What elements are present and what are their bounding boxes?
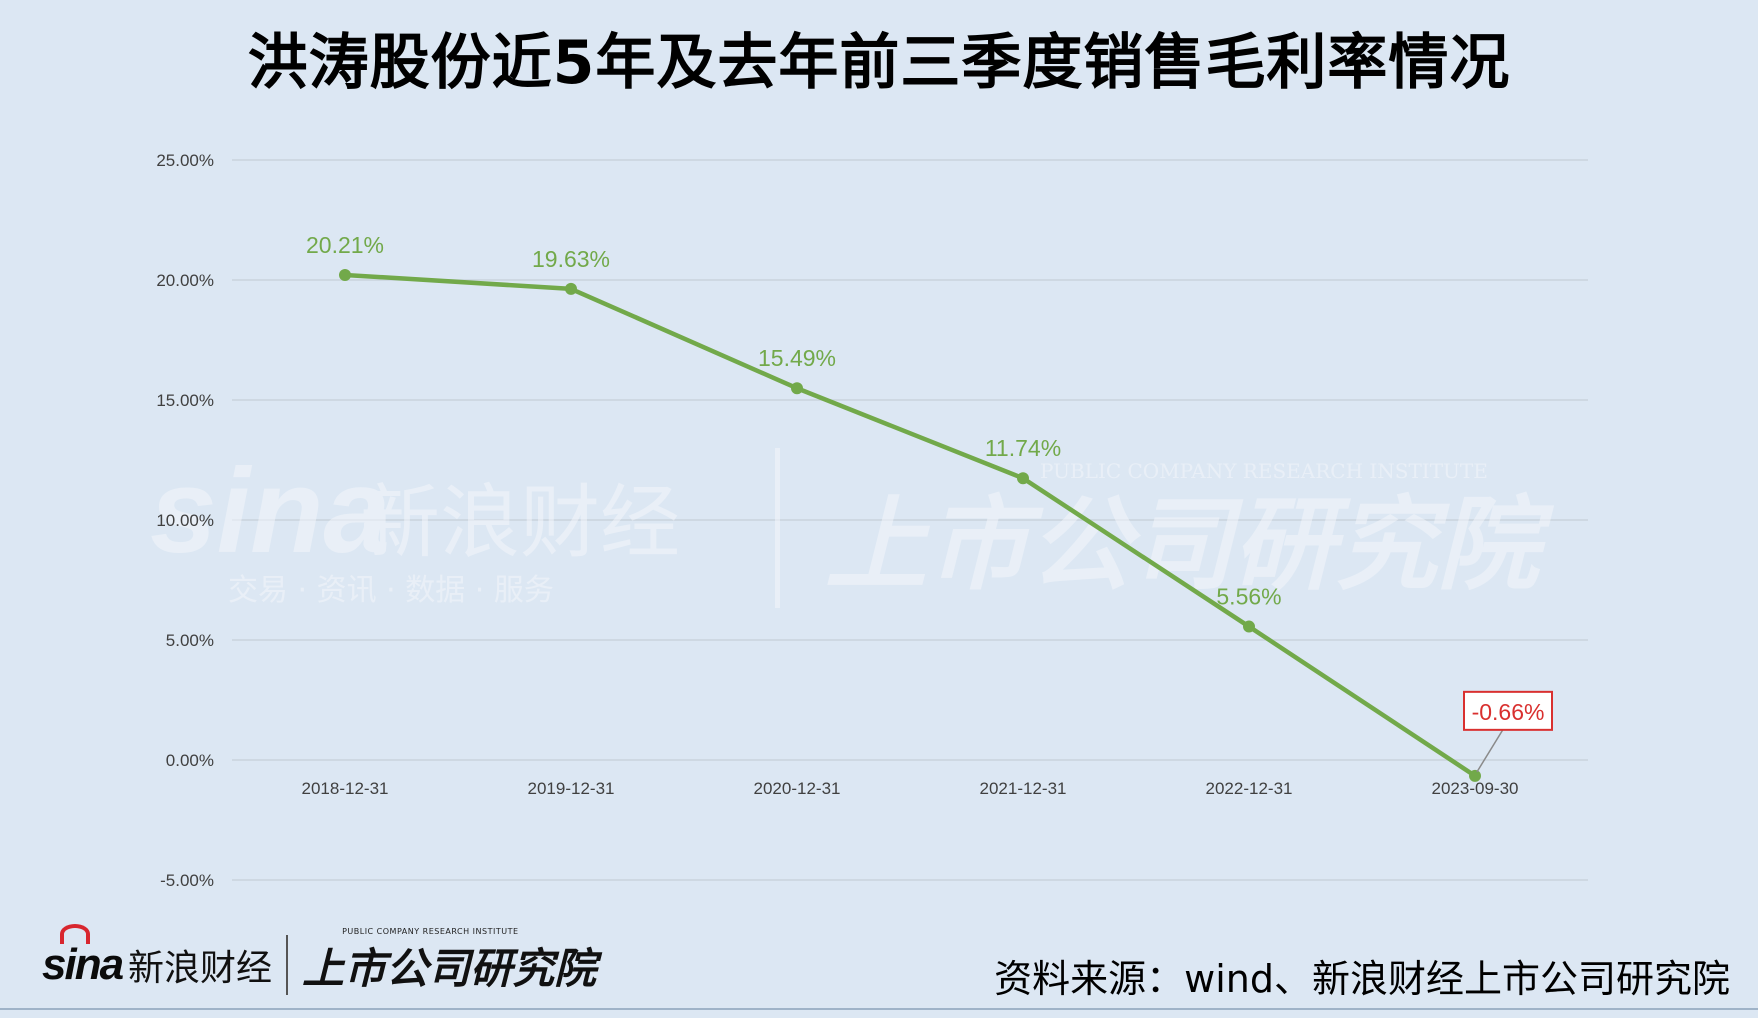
source-note: 资料来源：wind、新浪财经上市公司研究院 <box>994 957 1730 1001</box>
data-point <box>339 268 351 281</box>
highlight-box <box>1463 690 1553 731</box>
institute-logo: PUBLIC COMPANY RESEARCH INSTITUTE 上市公司研究… <box>302 927 597 996</box>
footer-logo: sina 新浪财经 PUBLIC COMPANY RESEARCH INSTIT… <box>42 924 597 1000</box>
y-tick-label: 25.00% <box>156 151 214 170</box>
data-point <box>1243 620 1255 633</box>
watermark-inst-cn: 上市公司研究院 <box>825 485 1555 605</box>
data-label: 11.74% <box>985 435 1061 461</box>
data-label: 20.21% <box>306 232 384 258</box>
logo-divider <box>286 935 289 995</box>
institute-logo-en: PUBLIC COMPANY RESEARCH INSTITUTE <box>342 926 519 936</box>
chart-title: 洪涛股份近5年及去年前三季度销售毛利率情况 <box>247 28 1511 98</box>
data-point <box>791 382 803 395</box>
sina-logo-word: sina <box>42 924 124 990</box>
y-tick-label: -5.00% <box>160 871 214 890</box>
x-tick-label: 2021-12-31 <box>980 779 1067 798</box>
x-tick-label: 2018-12-31 <box>302 779 389 798</box>
data-label: 5.56% <box>1216 584 1281 610</box>
y-tick-label: 5.00% <box>166 631 214 650</box>
x-tick-label: 2022-12-31 <box>1206 779 1293 798</box>
y-tick-label: 0.00% <box>166 751 214 770</box>
data-point <box>1469 769 1481 782</box>
sina-eye-icon <box>60 924 90 944</box>
bottom-rule <box>0 1008 1758 1010</box>
watermark-sina-en: sina <box>150 444 390 578</box>
x-tick-label: 2023-09-30 <box>1432 779 1519 798</box>
series-line-path <box>344 272 1477 778</box>
leader-line <box>1476 727 1505 773</box>
watermark-sina-cn: 新浪财经 <box>360 476 680 569</box>
sina-logo-text: sina <box>42 940 124 989</box>
watermark-sina-sub: 交易 · 资讯 · 数据 · 服务 <box>228 573 554 608</box>
data-label: 19.63% <box>532 246 610 272</box>
y-tick-label: 20.00% <box>156 271 214 290</box>
x-tick-label: 2020-12-31 <box>754 779 841 798</box>
data-point <box>1017 472 1029 485</box>
y-tick-label: 10.00% <box>156 511 214 530</box>
y-axis-ticks: 25.00% 20.00% 15.00% 10.00% 5.00% 0.00% -5.00% <box>156 151 214 890</box>
data-label: 15.49% <box>758 345 836 371</box>
x-tick-label: 2019-12-31 <box>528 779 615 798</box>
sina-logo-cn: 新浪财经 <box>128 948 273 989</box>
y-tick-label: 15.00% <box>156 391 214 410</box>
watermark-divider <box>775 448 780 608</box>
series-line <box>339 268 1481 782</box>
watermark: sina 新浪财经 交易 · 资讯 · 数据 · 服务 PUBLIC COMPA… <box>150 444 1555 608</box>
x-axis-ticks: 2018-12-31 2019-12-31 2020-12-31 2021-12-31… <box>302 779 1519 798</box>
data-point <box>565 282 577 295</box>
watermark-inst-en: PUBLIC COMPANY RESEARCH INSTITUTE <box>1040 459 1488 483</box>
data-labels: 20.21% 19.63% 15.49% 11.74% 5.56% -0.66% <box>306 232 1553 773</box>
data-label: -0.66% <box>1472 699 1545 725</box>
institute-logo-cn: 上市公司研究院 <box>302 943 597 993</box>
